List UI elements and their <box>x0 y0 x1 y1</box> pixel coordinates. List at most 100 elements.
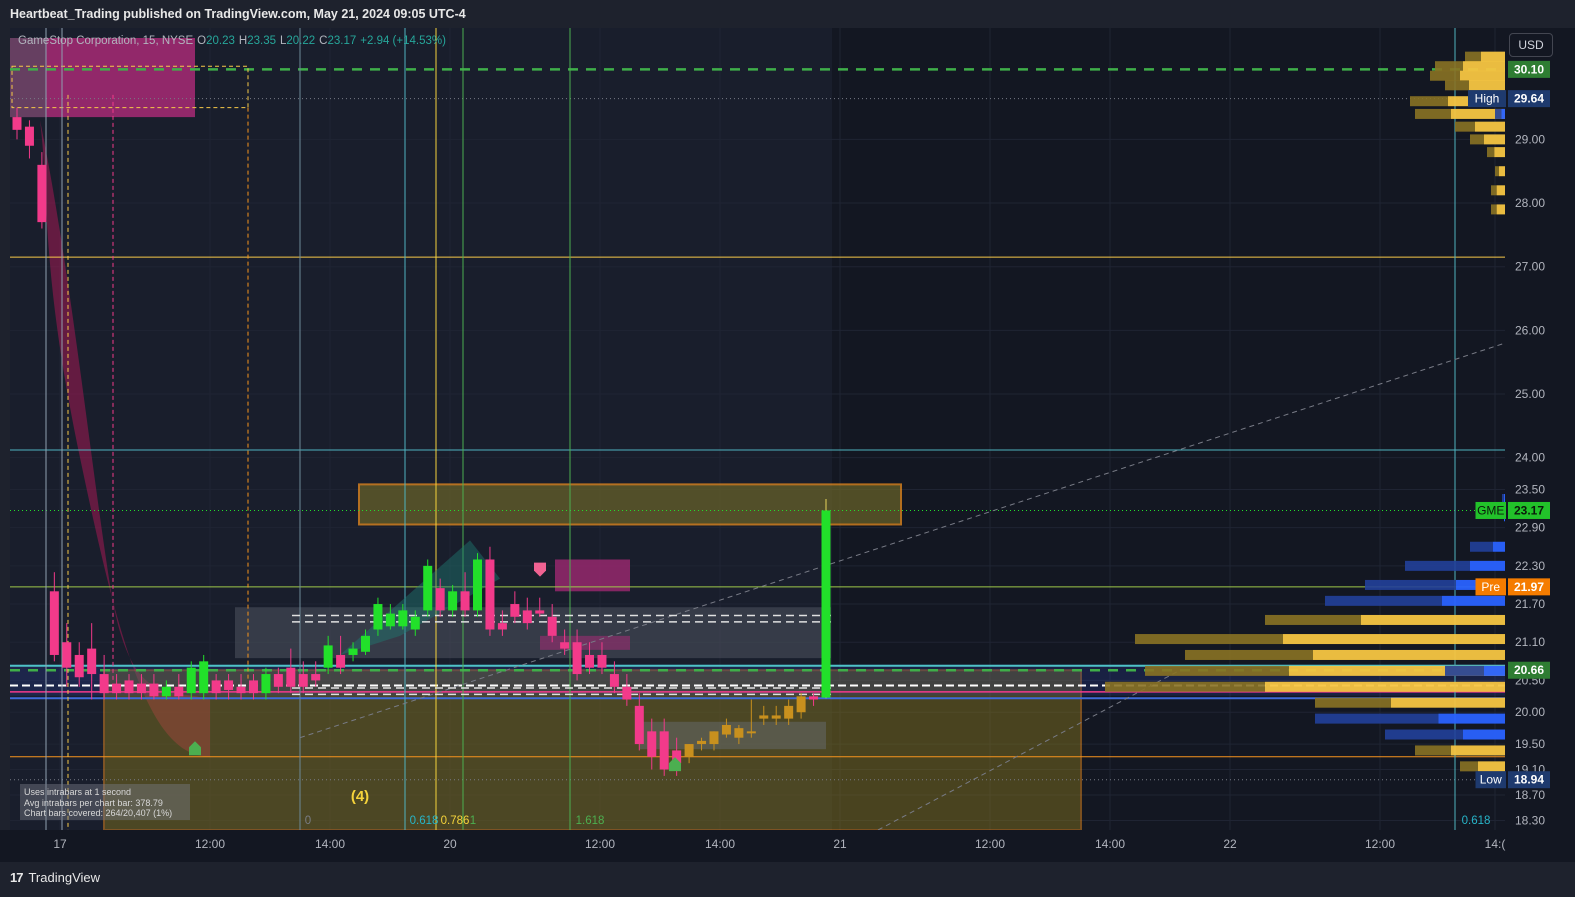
price-tag-label-bg <box>1475 501 1506 519</box>
volume-bar-gold-inner <box>1451 745 1505 756</box>
price-tag-value: 20.66 <box>1514 663 1544 677</box>
candle <box>373 597 383 636</box>
volume-bar-blue-outer <box>1385 729 1463 740</box>
candle <box>721 718 731 738</box>
candle-body <box>224 680 234 690</box>
legend-close-label: C <box>319 35 328 47</box>
candle <box>473 553 483 617</box>
price-tag-value: 30.10 <box>1514 62 1544 76</box>
candle <box>211 674 221 700</box>
price-tick-label: 29.00 <box>1515 132 1545 146</box>
price-tag-bg <box>1508 501 1550 519</box>
candle <box>547 604 557 643</box>
wave-label: (4) <box>351 788 369 805</box>
price-tag-value: 21.97 <box>1514 580 1544 594</box>
candle <box>784 699 794 725</box>
candle-body <box>174 686 184 697</box>
candle-body <box>211 680 221 694</box>
candle-body <box>647 731 657 757</box>
legend-open-label: O <box>197 35 207 47</box>
candle-body <box>385 613 395 627</box>
candle <box>174 674 184 700</box>
volume-bar-gold-outer <box>1430 70 1460 81</box>
candle-body <box>273 674 283 687</box>
volume-bar-blue-outer <box>1365 579 1456 590</box>
volume-bar-blue-inner <box>1501 108 1505 119</box>
candle-body <box>410 616 420 630</box>
candle-body <box>136 683 146 694</box>
buy-signal-icon <box>669 757 681 772</box>
currency-button[interactable]: USD <box>1509 33 1553 57</box>
price-tag-bg <box>1508 90 1550 108</box>
volume-bar-gold-outer <box>1315 697 1391 708</box>
candle <box>273 667 283 694</box>
time-tick-label: 14:00 <box>315 837 345 851</box>
candle-body <box>547 616 557 636</box>
legend-open: 20.23 <box>206 35 235 47</box>
symbol-legend: GameStop Corporation, 15, NYSE O20.23 H2… <box>18 35 446 47</box>
price-tick-label: 23.50 <box>1515 482 1545 496</box>
volume-bar-blue-inner <box>1492 541 1505 552</box>
price-tag-label: Low <box>1480 773 1502 787</box>
fib-label: 0.786 <box>441 815 470 827</box>
time-tick-label: 12:00 <box>975 837 1005 851</box>
candle <box>535 597 545 617</box>
candle-body <box>87 648 97 675</box>
gray-zone <box>10 38 46 118</box>
volume-bar-gold-inner <box>1475 121 1505 132</box>
volume-bar-gold-inner <box>1391 697 1505 708</box>
volume-bar-gold-inner <box>1494 147 1505 158</box>
price-tag-value: 29.64 <box>1514 92 1544 106</box>
candle <box>684 744 694 764</box>
candle-body <box>373 604 383 630</box>
candle-body <box>809 696 819 700</box>
candle <box>448 584 458 617</box>
candle-body <box>448 591 458 611</box>
candle-body <box>37 164 47 223</box>
legend-low: 20.22 <box>286 35 316 47</box>
candle <box>821 499 831 699</box>
candle-body <box>684 744 694 757</box>
trendline-lower <box>877 669 1181 831</box>
legend-symbol: GameStop Corporation, 15, NYSE <box>18 35 194 47</box>
legend-high: 23.35 <box>247 35 276 47</box>
candle-body <box>771 715 781 719</box>
candle <box>734 724 744 745</box>
volume-bar-blue-outer <box>1325 595 1442 606</box>
candle <box>771 705 781 725</box>
candle <box>697 737 707 751</box>
volume-bar-blue-outer <box>1445 665 1484 676</box>
candle-body <box>784 705 794 719</box>
time-axis-background <box>0 830 1575 862</box>
candle <box>199 654 209 700</box>
candle <box>398 604 408 630</box>
volume-bar-gold-inner <box>1496 204 1505 215</box>
candle <box>435 578 445 617</box>
intrabar-info-box: Uses intrabars at 1 second Avg intrabars… <box>20 784 190 820</box>
candle-body <box>24 126 34 146</box>
candle <box>186 661 196 700</box>
candle <box>348 642 358 662</box>
price-tag-value: 18.94 <box>1514 773 1544 787</box>
candle <box>634 693 644 751</box>
candle <box>248 674 258 700</box>
candle-body <box>672 750 682 764</box>
candle-body <box>199 661 209 694</box>
price-axis-background <box>1505 28 1575 830</box>
time-tick-label: 12:00 <box>1365 837 1395 851</box>
candle-body <box>697 740 707 745</box>
brand[interactable]: 17 TradingView <box>10 870 100 885</box>
candle <box>336 635 346 675</box>
price-tag-bg <box>1508 771 1550 789</box>
candle <box>323 635 333 675</box>
volume-bar-blue-inner <box>1438 713 1505 724</box>
candle-body <box>721 724 731 735</box>
candle-body <box>609 674 619 687</box>
candle-body <box>709 731 719 745</box>
volume-bar-gold-inner <box>1361 614 1505 625</box>
volume-bar-gold-inner <box>1469 80 1505 91</box>
price-tag-label: High <box>1475 92 1500 106</box>
candle <box>24 120 34 159</box>
candle-body <box>622 686 632 700</box>
